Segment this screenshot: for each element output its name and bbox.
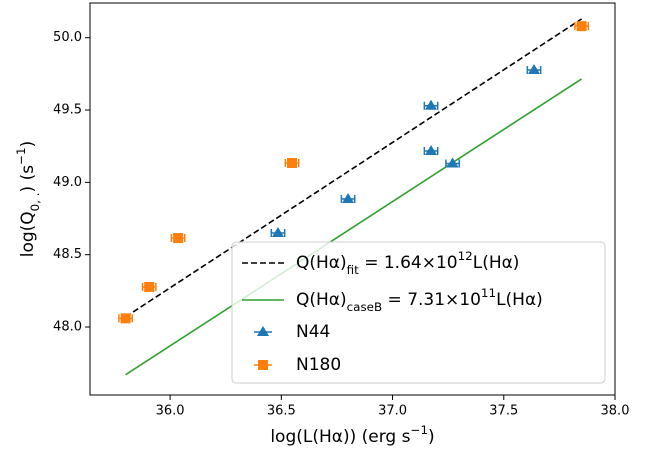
text-part: ) (s (18, 165, 38, 193)
x-tick-label: 38.0 (601, 404, 630, 419)
text-part: ) (428, 427, 435, 447)
text-part: log(L(Hα)) (erg s (270, 427, 410, 447)
plot-frame (89, 2, 616, 396)
x-tick-label: 37.5 (489, 404, 518, 419)
text-part: Q(Hα) (296, 253, 347, 273)
point (425, 144, 438, 155)
legend-label: N44 (296, 322, 330, 342)
text-part: caseB (347, 300, 383, 314)
text-part: 11 (481, 286, 496, 300)
x-tick-label: 37.0 (378, 404, 407, 419)
legend-box (231, 241, 606, 384)
legend-label: Q(Hα)fit = 1.64×1012L(Hα) (296, 249, 519, 277)
fit-line (125, 78, 583, 376)
text-part: L(Hα) (496, 290, 543, 310)
text-part: L(Hα) (473, 253, 520, 273)
text-part: log(Q (18, 211, 38, 257)
point (286, 157, 297, 168)
text-part: Q(Hα) (296, 290, 347, 310)
point (425, 99, 438, 110)
text-part: = 7.31×10 (382, 290, 481, 310)
legend-marker (257, 326, 269, 336)
text-part: = 1.64×10 (359, 253, 458, 273)
text-part: fit (347, 263, 359, 277)
legend-label: Q(Hα)caseB = 7.31×1011L(Hα) (296, 286, 543, 314)
point (576, 21, 587, 32)
y-tick-label: 50.0 (53, 30, 82, 45)
point (173, 233, 184, 244)
y-tick-label: 48.5 (53, 247, 82, 262)
y-tick-label: 49.0 (53, 175, 82, 190)
y-tick-label: 48.0 (53, 320, 82, 335)
point (144, 281, 155, 292)
text-part: 12 (458, 249, 473, 263)
text-part: −1 (410, 423, 428, 437)
text-part: N44 (296, 322, 330, 342)
point (446, 157, 459, 168)
text-part: 0, . (28, 192, 42, 211)
y-axis-label: log(Q0, .) (s−1) (14, 141, 42, 258)
point (271, 226, 284, 237)
text-part: −1 (14, 147, 28, 165)
legend-label: N180 (296, 355, 341, 375)
x-tick-label: 36.5 (267, 404, 296, 419)
x-axis-label: log(L(Hα)) (erg s−1) (270, 423, 434, 448)
y-tick-label: 49.5 (53, 103, 82, 118)
x-tick-label: 36.0 (156, 404, 185, 419)
point (528, 63, 541, 74)
text-part: N180 (296, 355, 341, 375)
text-part: ) (18, 141, 38, 148)
point (342, 193, 355, 203)
fit-line (125, 18, 583, 318)
point (120, 313, 131, 324)
legend-marker (258, 360, 268, 370)
